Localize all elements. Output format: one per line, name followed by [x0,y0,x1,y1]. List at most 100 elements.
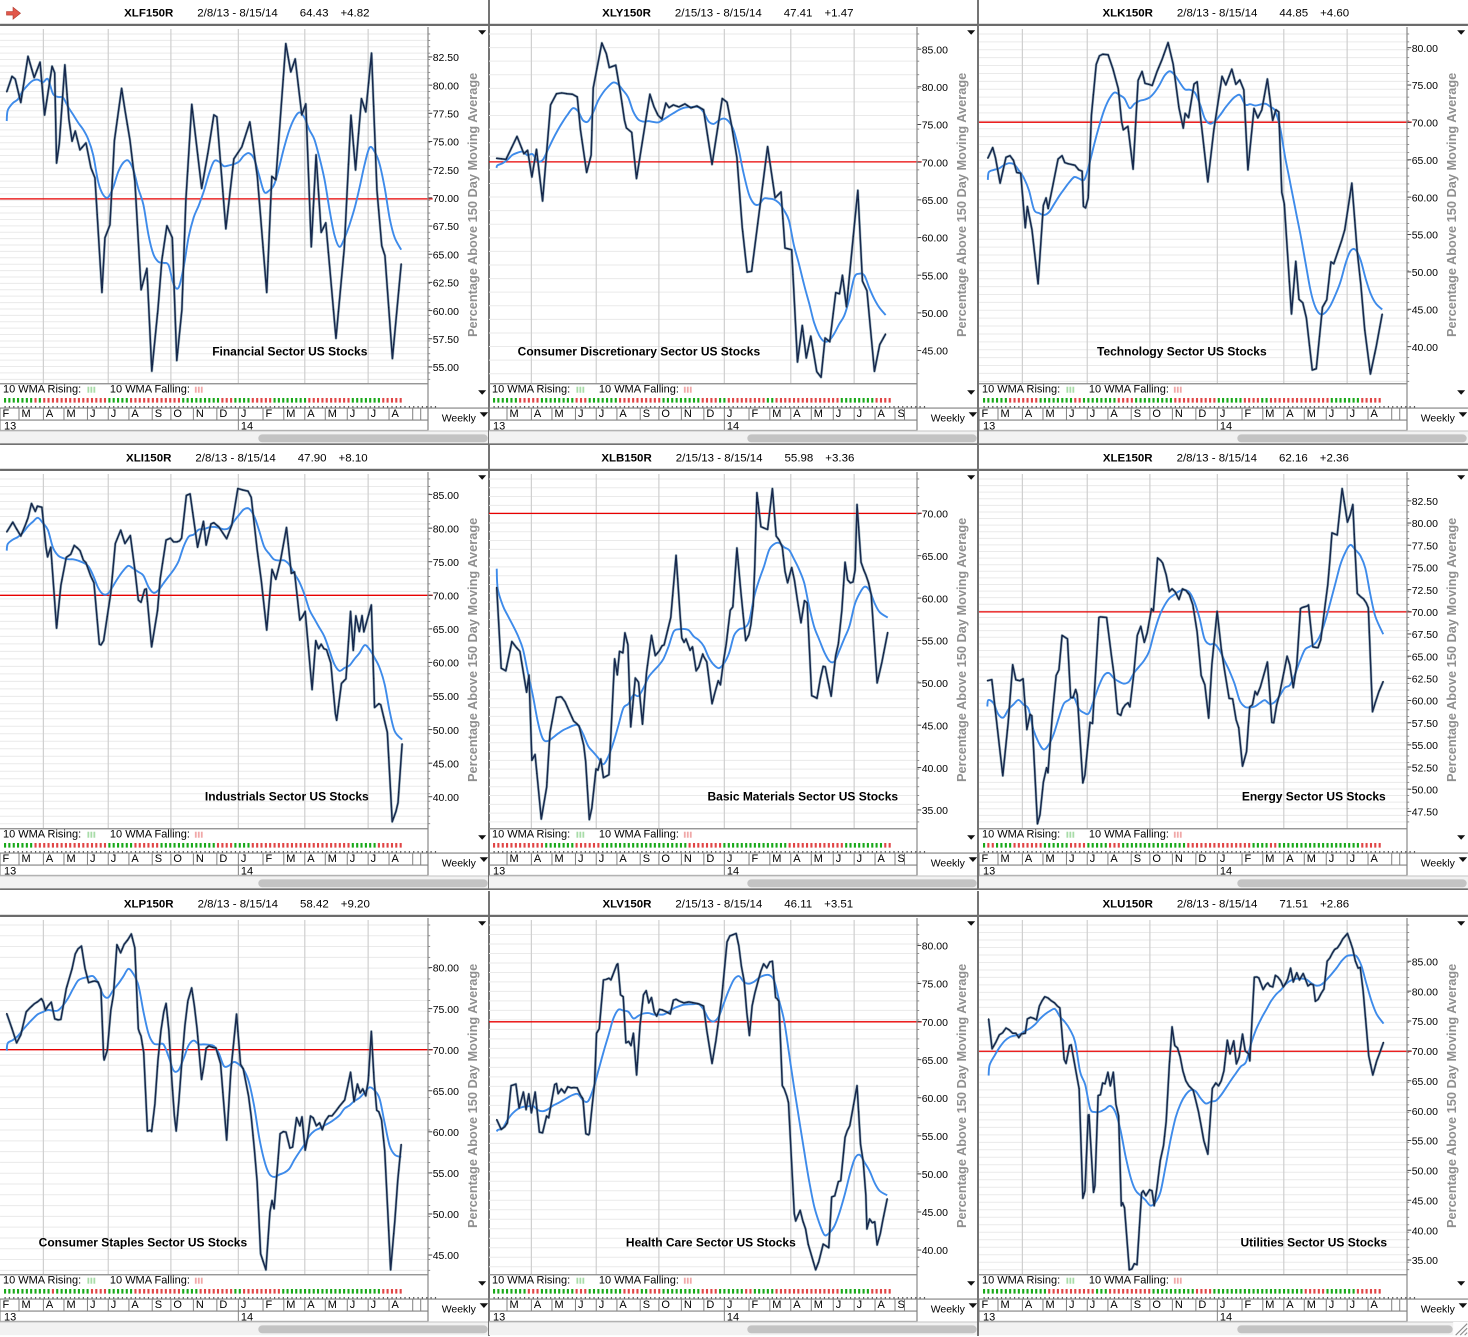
svg-text:F: F [266,408,273,420]
svg-text:A: A [1286,1299,1294,1311]
svg-text:55.00: 55.00 [1411,1136,1437,1147]
svg-text:10 WMA Falling:: 10 WMA Falling: [1089,1274,1169,1286]
svg-text:N: N [196,853,204,865]
svg-text:F: F [3,408,10,420]
svg-text:57.50: 57.50 [433,335,459,346]
svg-text:10 WMA Falling:: 10 WMA Falling: [110,829,190,841]
svg-text:Weekly: Weekly [442,859,477,870]
svg-text:50.00: 50.00 [922,309,948,320]
svg-text:45.00: 45.00 [922,1208,948,1219]
svg-text:O: O [662,408,671,420]
svg-text:A: A [46,408,54,420]
svg-text:A: A [1025,408,1033,420]
svg-text:N: N [684,1299,692,1311]
svg-text:J: J [578,1299,584,1311]
svg-text:M: M [510,1299,519,1311]
svg-text:Percentage Above 150 Day Movin: Percentage Above 150 Day Moving Average [954,518,969,782]
svg-text:Basic Materials Sector US Stoc: Basic Materials Sector US Stocks [708,790,899,804]
svg-text:J: J [90,1299,96,1311]
svg-text:13: 13 [983,420,995,432]
svg-text:10 WMA Rising:: 10 WMA Rising: [492,384,570,396]
svg-text:50.00: 50.00 [1411,786,1437,797]
svg-text:A: A [307,408,315,420]
svg-text:M: M [1000,1299,1009,1311]
svg-text:70.00: 70.00 [433,194,459,205]
svg-text:60.00: 60.00 [1411,1107,1437,1118]
svg-text:N: N [684,408,692,420]
svg-text:Percentage Above 150 Day Movin: Percentage Above 150 Day Moving Average [1444,73,1459,337]
svg-text:M: M [286,408,295,420]
svg-text:F: F [981,1299,988,1311]
svg-text:14: 14 [241,420,253,432]
svg-text:M: M [814,853,823,865]
svg-text:Weekly: Weekly [931,859,966,870]
svg-text:65.00: 65.00 [1411,653,1437,664]
svg-text:75.00: 75.00 [433,558,459,569]
svg-text:85.00: 85.00 [1411,957,1437,968]
svg-text:J: J [727,408,733,420]
svg-text:Weekly: Weekly [1420,1304,1455,1315]
svg-text:A: A [392,1299,400,1311]
svg-text:S: S [155,408,162,420]
svg-text:F: F [1244,408,1251,420]
svg-text:13: 13 [493,866,505,878]
svg-text:80.00: 80.00 [433,963,459,974]
svg-text:M: M [555,408,564,420]
svg-text:J: J [578,853,584,865]
svg-text:M: M [1306,1299,1315,1311]
svg-text:75.00: 75.00 [433,138,459,149]
svg-text:J: J [1089,1299,1095,1311]
svg-text:65.00: 65.00 [922,552,948,563]
svg-text:70.00: 70.00 [1411,608,1437,619]
svg-text:S: S [898,408,905,420]
svg-text:J: J [578,408,584,420]
svg-text:77.50: 77.50 [1411,542,1437,553]
svg-text:M: M [510,853,519,865]
svg-text:J: J [727,853,733,865]
svg-text:J: J [1220,1299,1226,1311]
svg-text:Consumer Staples Sector US Sto: Consumer Staples Sector US Stocks [39,1235,248,1249]
svg-text:M: M [773,1299,782,1311]
svg-text:Weekly: Weekly [1420,859,1455,870]
svg-text:F: F [981,853,988,865]
svg-text:65.00: 65.00 [1411,156,1437,167]
svg-text:10 WMA Rising:: 10 WMA Rising: [3,1274,81,1286]
svg-text:55.00: 55.00 [433,693,459,704]
svg-text:45.00: 45.00 [1411,305,1437,316]
svg-text:D: D [707,853,715,865]
svg-text:14: 14 [241,866,253,878]
svg-text:Weekly: Weekly [442,413,477,424]
svg-text:65.00: 65.00 [922,196,948,207]
svg-text:A: A [878,1299,886,1311]
svg-text:75.00: 75.00 [433,1004,459,1015]
svg-text:J: J [1089,408,1095,420]
svg-text:35.00: 35.00 [1411,1256,1437,1267]
svg-text:55.00: 55.00 [1411,741,1437,752]
svg-text:S: S [643,853,650,865]
svg-text:13: 13 [983,866,995,878]
svg-text:10 WMA Falling:: 10 WMA Falling: [599,829,679,841]
svg-text:45.00: 45.00 [433,760,459,771]
svg-text:14: 14 [1220,420,1232,432]
svg-text:80.00: 80.00 [1411,520,1437,531]
svg-text:D: D [1198,853,1206,865]
svg-text:A: A [1370,408,1378,420]
svg-text:J: J [836,853,842,865]
svg-text:A: A [307,1299,315,1311]
svg-text:10 WMA Rising:: 10 WMA Rising: [492,829,570,841]
svg-text:13: 13 [983,1311,995,1323]
svg-text:10 WMA Falling:: 10 WMA Falling: [110,384,190,396]
svg-text:Percentage Above 150 Day Movin: Percentage Above 150 Day Moving Average [1444,518,1459,782]
svg-text:A: A [1110,853,1118,865]
svg-text:Weekly: Weekly [442,1304,477,1315]
svg-text:J: J [857,853,863,865]
svg-text:N: N [196,1299,204,1311]
svg-text:10 WMA Rising:: 10 WMA Rising: [3,384,81,396]
svg-text:60.00: 60.00 [433,659,459,670]
svg-text:M: M [66,408,75,420]
svg-text:A: A [878,408,886,420]
svg-text:J: J [241,408,247,420]
svg-text:F: F [266,1299,273,1311]
svg-text:F: F [1244,1299,1251,1311]
